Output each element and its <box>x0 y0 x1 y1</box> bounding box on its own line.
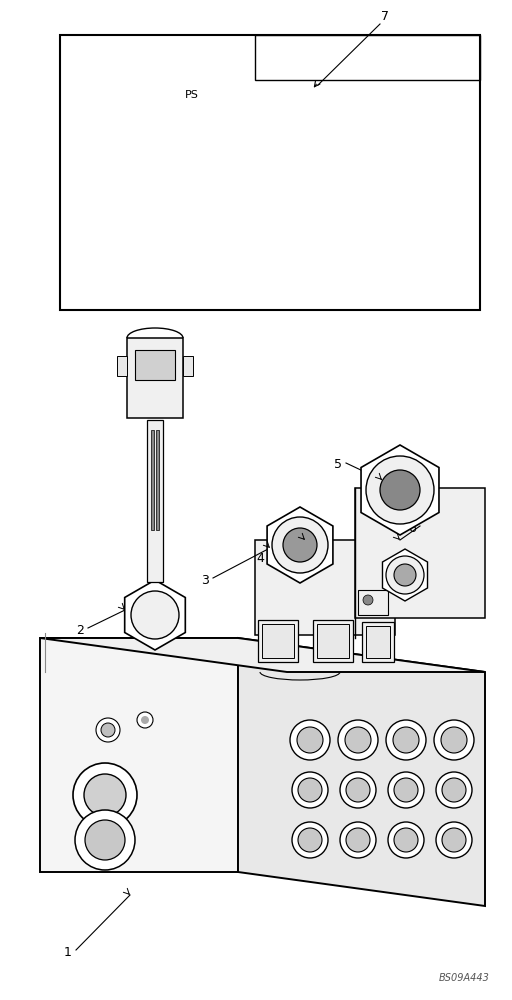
Circle shape <box>436 822 472 858</box>
Circle shape <box>75 810 135 870</box>
Circle shape <box>442 828 466 852</box>
Circle shape <box>436 772 472 808</box>
Text: 7: 7 <box>381 10 389 23</box>
Circle shape <box>85 820 125 860</box>
Polygon shape <box>267 507 333 583</box>
Circle shape <box>393 727 419 753</box>
Circle shape <box>101 723 115 737</box>
Circle shape <box>298 778 322 802</box>
Bar <box>156 430 159 530</box>
Text: 6: 6 <box>408 522 416 534</box>
Polygon shape <box>361 445 439 535</box>
Bar <box>366 626 390 658</box>
Bar <box>135 350 175 380</box>
Polygon shape <box>40 638 238 872</box>
Circle shape <box>73 763 137 827</box>
Circle shape <box>96 718 120 742</box>
Circle shape <box>131 591 179 639</box>
Circle shape <box>345 727 371 753</box>
Bar <box>355 488 485 618</box>
Bar <box>258 620 298 662</box>
Circle shape <box>84 774 126 816</box>
Bar <box>255 540 395 635</box>
Circle shape <box>388 822 424 858</box>
Bar <box>147 420 163 582</box>
Circle shape <box>442 778 466 802</box>
Circle shape <box>380 470 420 510</box>
Circle shape <box>386 720 426 760</box>
Bar <box>358 590 388 615</box>
Text: 2: 2 <box>76 624 84 637</box>
Bar <box>117 356 127 376</box>
Bar <box>183 356 193 376</box>
Text: BS09A443: BS09A443 <box>439 973 490 983</box>
Text: 3: 3 <box>201 574 209 586</box>
Circle shape <box>363 595 373 605</box>
Circle shape <box>346 828 370 852</box>
Text: 5: 5 <box>334 458 342 472</box>
Circle shape <box>292 772 328 808</box>
Polygon shape <box>382 549 428 601</box>
Circle shape <box>434 720 474 760</box>
Circle shape <box>290 720 330 760</box>
Polygon shape <box>125 580 185 650</box>
Circle shape <box>366 456 434 524</box>
Circle shape <box>298 828 322 852</box>
Text: 1: 1 <box>64 946 72 958</box>
Polygon shape <box>40 638 485 672</box>
Circle shape <box>137 712 153 728</box>
Circle shape <box>297 727 323 753</box>
Bar <box>262 624 294 658</box>
Bar <box>313 620 353 662</box>
Circle shape <box>340 772 376 808</box>
Circle shape <box>386 556 424 594</box>
Circle shape <box>338 720 378 760</box>
Polygon shape <box>238 638 485 906</box>
Circle shape <box>272 517 328 573</box>
Circle shape <box>394 778 418 802</box>
Bar <box>317 624 349 658</box>
Circle shape <box>394 828 418 852</box>
Circle shape <box>283 528 317 562</box>
Bar <box>60 35 480 310</box>
Circle shape <box>346 778 370 802</box>
Circle shape <box>141 716 149 724</box>
Bar <box>151 430 154 530</box>
Circle shape <box>340 822 376 858</box>
Text: PS: PS <box>185 90 199 100</box>
Bar <box>362 622 394 662</box>
Circle shape <box>441 727 467 753</box>
Bar <box>255 35 480 80</box>
Circle shape <box>388 772 424 808</box>
Circle shape <box>292 822 328 858</box>
Circle shape <box>394 564 416 586</box>
Text: 4: 4 <box>256 552 264 564</box>
Bar <box>127 338 183 418</box>
